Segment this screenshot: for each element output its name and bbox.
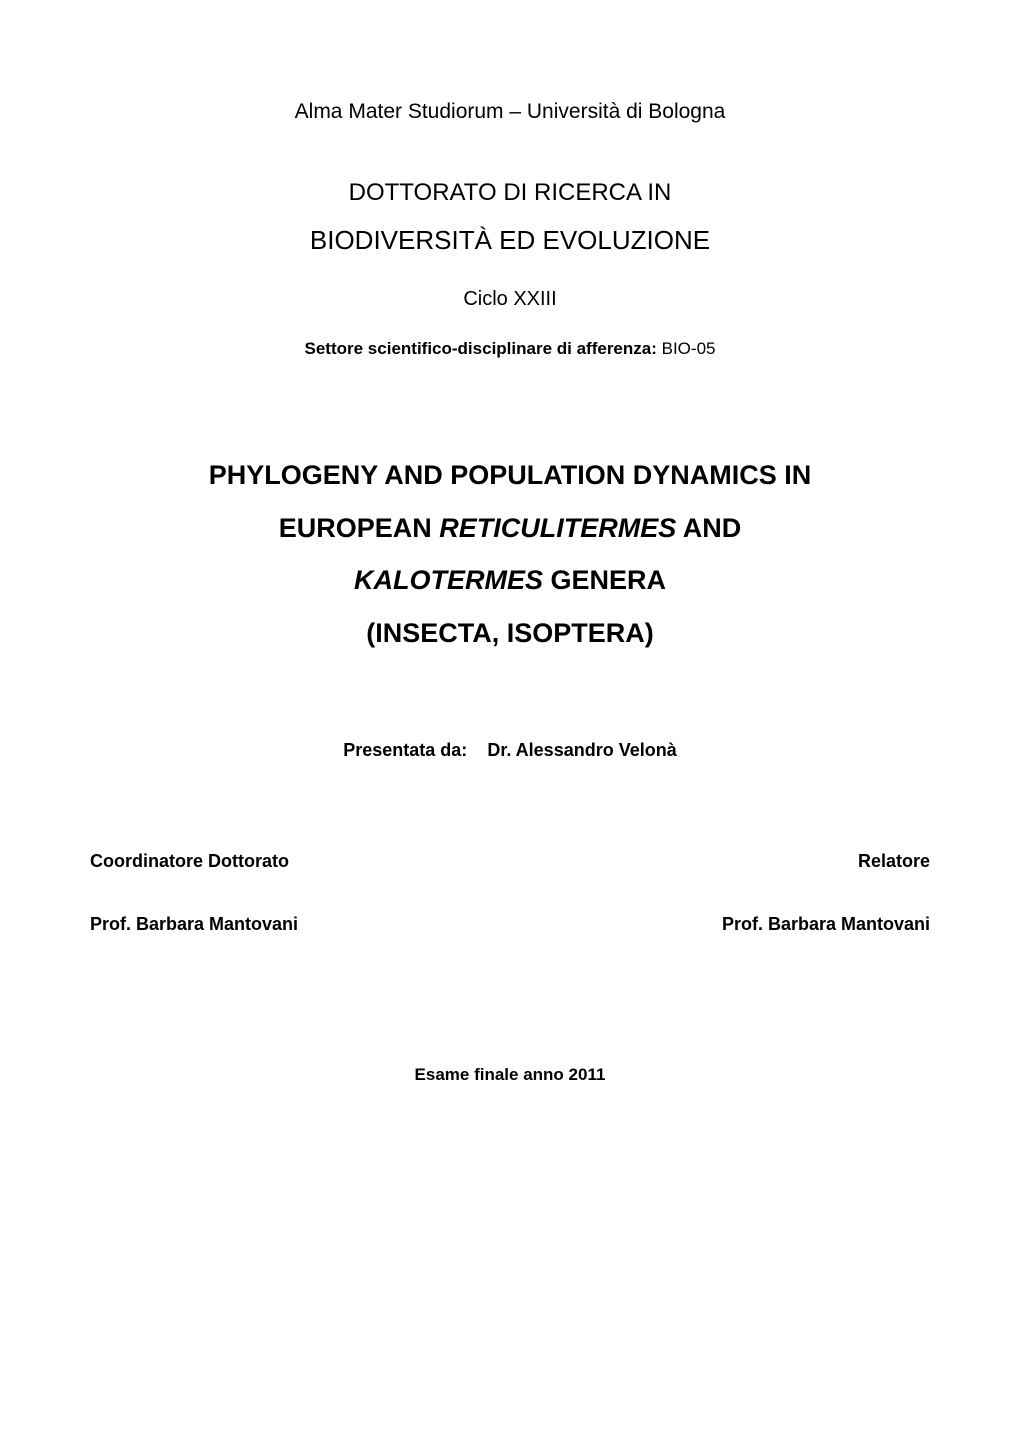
title-line-2: EUROPEAN RETICULITERMES AND [209,502,812,555]
exam-year: Esame finale anno 2011 [415,1065,606,1085]
presented-label: Presentata da: [343,740,467,760]
roles-row: Coordinatore Dottorato Relatore [80,851,940,872]
thesis-title: PHYLOGENY AND POPULATION DYNAMICS IN EUR… [209,449,812,660]
scientific-sector: Settore scientifico-disciplinare di affe… [305,339,716,359]
author-name: Dr. Alessandro Velonà [487,740,676,760]
sector-label: Settore scientifico-disciplinare di affe… [305,339,657,358]
sector-code: BIO-05 [662,339,716,358]
advisor-label: Relatore [858,851,930,872]
institution-name: Alma Mater Studiorum – Università di Bol… [295,100,726,124]
doctoral-cycle: Ciclo XXIII [463,288,556,311]
program-label: DOTTORATO DI RICERCA IN [349,179,672,207]
genus-kalotermes: KALOTERMES [354,565,543,595]
title-line-2-pre: EUROPEAN [279,513,440,543]
genus-reticulitermes: RETICULITERMES [439,513,676,543]
presented-by: Presentata da: Dr. Alessandro Velonà [343,740,676,761]
title-line-3: KALOTERMES GENERA [209,554,812,607]
coordinator-label: Coordinatore Dottorato [90,851,289,872]
coordinator-name: Prof. Barbara Mantovani [90,914,298,935]
names-row: Prof. Barbara Mantovani Prof. Barbara Ma… [80,914,940,935]
advisor-name: Prof. Barbara Mantovani [722,914,930,935]
title-line-1: PHYLOGENY AND POPULATION DYNAMICS IN [209,449,812,502]
title-page: Alma Mater Studiorum – Università di Bol… [0,0,1020,1442]
program-name: BIODIVERSITÀ ED EVOLUZIONE [310,225,710,256]
title-line-3-post: GENERA [543,565,666,595]
title-line-4: (INSECTA, ISOPTERA) [209,607,812,660]
title-line-2-post: AND [676,513,741,543]
